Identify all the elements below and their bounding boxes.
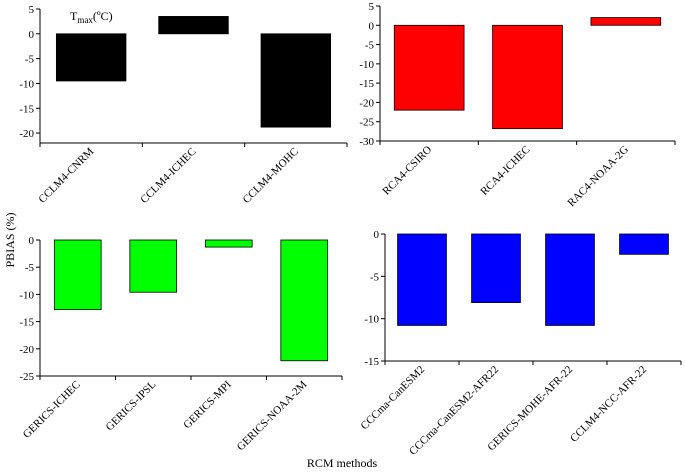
x-tick-label: GERICS-IPSL xyxy=(104,378,159,433)
x-tick-label: CCCma-CanESM2 xyxy=(359,364,428,433)
bar xyxy=(205,240,252,247)
y-tick-label: -20 xyxy=(19,344,34,356)
bar xyxy=(493,25,563,128)
y-tick-label: -25 xyxy=(359,117,374,129)
y-tick-label: 5 xyxy=(29,4,35,16)
y-tick-label: -25 xyxy=(19,371,34,383)
bar xyxy=(159,16,229,33)
y-tick-label: -20 xyxy=(359,97,374,109)
bar xyxy=(54,240,101,310)
x-tick-label: CCLM4-MOHC xyxy=(241,146,301,206)
x-tick-label: RCA4-ICHEC xyxy=(478,144,532,198)
y-tick-label: 0 xyxy=(29,235,35,247)
x-tick-label: GERICS-NOAA-2M xyxy=(235,378,310,453)
y-tick-label: 0 xyxy=(374,229,380,241)
x-tick-label: GERICS-MOHE-AFR-22 xyxy=(485,364,575,454)
y-tick-label: 0 xyxy=(369,20,375,32)
y-tick-label: -15 xyxy=(364,356,379,368)
bar xyxy=(620,234,669,254)
chart-panel: 0-5-10-15CCCma-CanESM2CCCma-CanESM2-AFR2… xyxy=(359,229,681,458)
x-tick-label: CCLM4-NCC-AFR-22 xyxy=(568,364,649,445)
bar xyxy=(281,240,328,361)
panel-annotation: Tmax(ºC) xyxy=(70,9,113,25)
bar xyxy=(261,34,331,127)
y-tick-label: -10 xyxy=(364,314,379,326)
y-tick-label: -10 xyxy=(19,78,34,90)
y-tick-label: -10 xyxy=(19,289,34,301)
bar xyxy=(398,234,447,325)
y-tick-label: -5 xyxy=(370,271,380,283)
y-tick-label: -10 xyxy=(359,59,374,71)
x-tick-label: RCA4-CSIRO xyxy=(380,144,434,198)
bar xyxy=(130,240,177,292)
y-tick-label: -20 xyxy=(19,128,34,140)
bar xyxy=(591,18,661,26)
y-tick-label: -15 xyxy=(19,317,34,329)
bar xyxy=(546,234,595,325)
chart-panel: 5 0 -5 -10 -15 -20 -25 -30 RCA4-CSIRO RCA4-ICHEC R… xyxy=(359,1,675,209)
bar xyxy=(394,25,464,110)
x-tick-label: GERICS-ICHEC xyxy=(21,379,83,441)
y-tick-label: 0 xyxy=(29,29,35,41)
y-tick-label: 5 xyxy=(369,1,375,13)
bar xyxy=(56,34,126,81)
x-tick-label: CCLM4-CNRM xyxy=(36,145,96,205)
y-tick-label: -15 xyxy=(359,78,374,90)
x-axis-label: RCM methods xyxy=(307,456,378,470)
y-tick-label: -5 xyxy=(25,262,35,274)
y-tick-label: -30 xyxy=(359,136,374,148)
bar xyxy=(472,234,521,303)
x-tick-label: CCLM4-ICHEC xyxy=(138,146,198,206)
x-tick-label: RAC4-NOAA-2G xyxy=(565,144,631,210)
y-tick-label: -15 xyxy=(19,103,34,115)
y-tick-label: -5 xyxy=(25,54,35,66)
x-tick-label: GERICS-MPI xyxy=(181,378,234,431)
y-tick-label: -5 xyxy=(365,40,375,52)
y-axis-label: PBIAS (%) xyxy=(3,212,17,267)
